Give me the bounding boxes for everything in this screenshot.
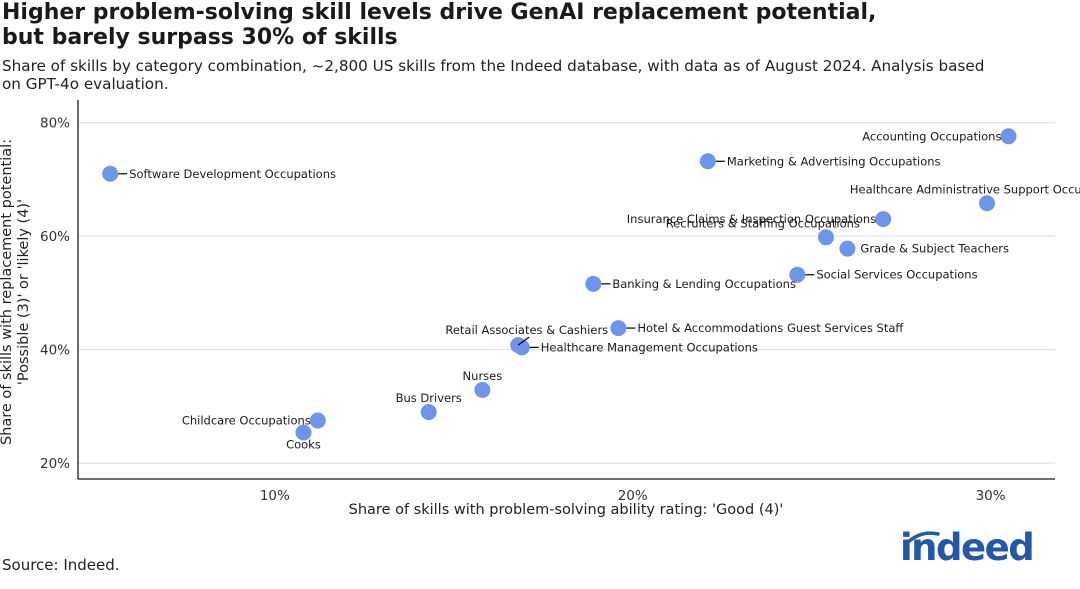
data-point bbox=[513, 339, 530, 356]
data-point bbox=[979, 195, 996, 212]
data-point bbox=[295, 424, 312, 441]
data-point bbox=[309, 412, 326, 429]
data-point-label: Retail Associates & Cashiers bbox=[445, 323, 608, 337]
chart-title-line-2: but barely surpass 30% of skills bbox=[2, 25, 398, 50]
x-tick-label: 10% bbox=[260, 488, 290, 504]
data-point bbox=[699, 153, 716, 170]
source-note: Source: Indeed. bbox=[2, 556, 120, 574]
data-point bbox=[789, 266, 806, 283]
y-tick-label: 20% bbox=[40, 456, 70, 472]
data-point bbox=[610, 320, 627, 337]
indeed-logo-arc-icon bbox=[904, 531, 940, 546]
data-point-label: Accounting Occupations bbox=[862, 129, 1001, 143]
x-tick-label: 20% bbox=[618, 488, 648, 504]
data-point-label: Insurance Claims & Inspection Occupation… bbox=[627, 212, 876, 226]
data-point-label: Hotel & Accommodations Guest Services St… bbox=[637, 321, 904, 335]
data-point bbox=[817, 229, 834, 246]
data-point-label: Healthcare Administrative Support Occupa… bbox=[850, 182, 1080, 196]
data-point bbox=[839, 240, 856, 257]
label-leader-line bbox=[517, 336, 530, 346]
data-point-label: Grade & Subject Teachers bbox=[860, 242, 1009, 256]
data-point-label: Cooks bbox=[286, 437, 321, 451]
data-point-label: Nurses bbox=[463, 369, 503, 383]
chart-subtitle-line-2: on GPT-4o evaluation. bbox=[2, 75, 169, 93]
data-point bbox=[875, 211, 892, 228]
y-tick-label: 40% bbox=[40, 343, 70, 359]
data-point-label: Bus Drivers bbox=[396, 391, 462, 405]
data-point bbox=[474, 381, 491, 398]
chart-subtitle: Share of skills by category combination,… bbox=[2, 57, 1002, 93]
chart-subtitle-line-1: Share of skills by category combination,… bbox=[2, 57, 985, 75]
data-point-label: Banking & Lending Occupations bbox=[612, 277, 796, 291]
data-point bbox=[102, 165, 119, 182]
data-point-label: Recruiters & Staffing Occupations bbox=[666, 216, 860, 230]
data-point bbox=[1000, 128, 1017, 145]
data-point-label: Software Development Occupations bbox=[129, 167, 336, 181]
x-tick-label: 30% bbox=[976, 488, 1006, 504]
data-point-label: Healthcare Management Occupations bbox=[541, 340, 758, 354]
data-point-label: Marketing & Advertising Occupations bbox=[727, 154, 941, 168]
chart-title-line-1: Higher problem-solving skill levels driv… bbox=[2, 0, 877, 25]
data-point bbox=[585, 275, 602, 292]
chart-title: Higher problem-solving skill levels driv… bbox=[2, 0, 1002, 50]
y-tick-label: 80% bbox=[40, 116, 70, 132]
y-tick-label: 60% bbox=[40, 229, 70, 245]
data-point-label: Childcare Occupations bbox=[182, 414, 311, 428]
x-axis-label: Share of skills with problem-solving abi… bbox=[349, 502, 784, 518]
data-point bbox=[420, 404, 437, 421]
indeed-logo: indeed bbox=[900, 526, 1035, 569]
data-point-label: Social Services Occupations bbox=[816, 268, 977, 282]
y-axis-label: Share of skills with replacement potenti… bbox=[0, 139, 32, 445]
